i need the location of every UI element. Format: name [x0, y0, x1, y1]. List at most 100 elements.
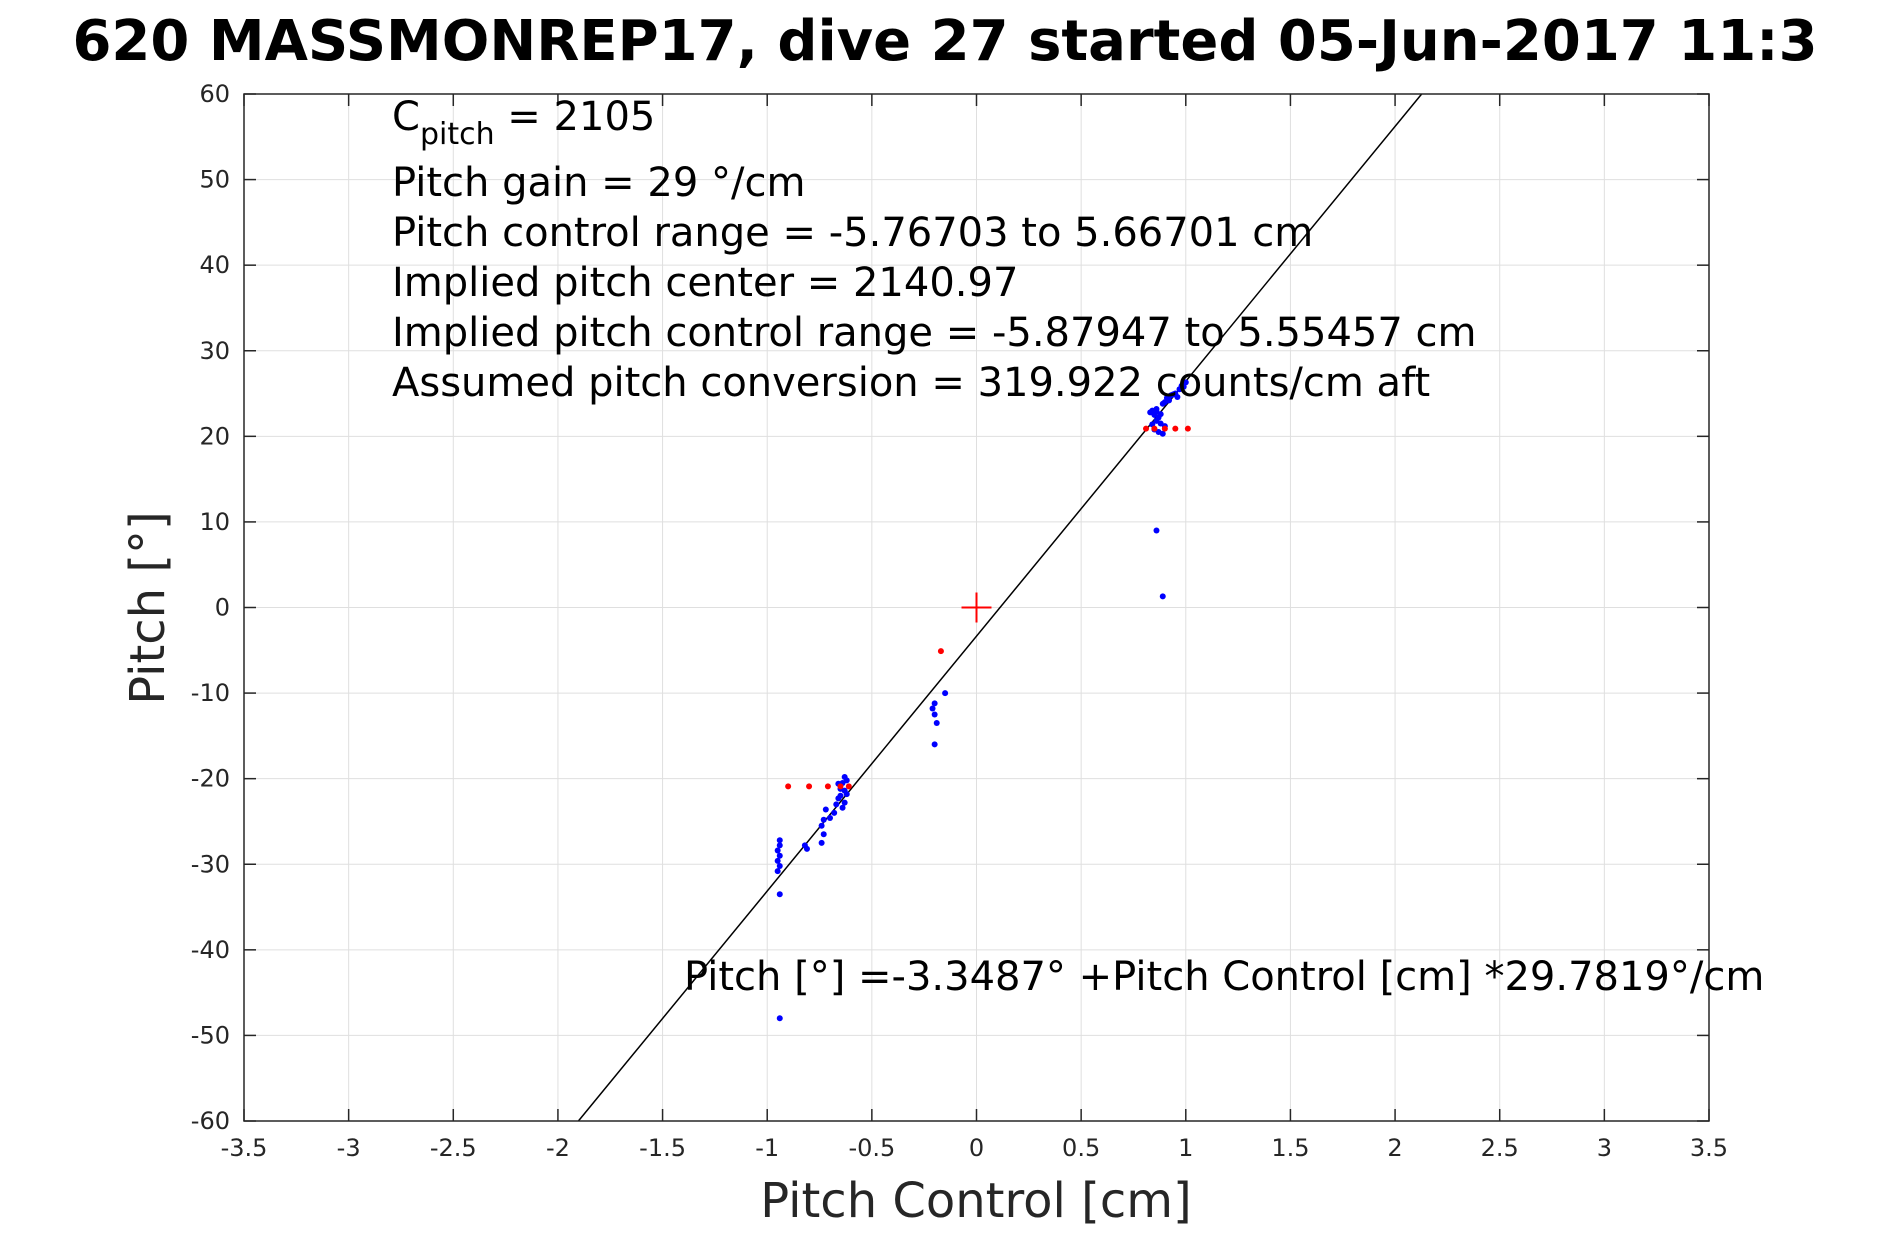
data-point: [1161, 425, 1168, 432]
y-tick-label: 50: [199, 166, 230, 194]
reference-series: [785, 425, 1191, 790]
c-pitch-subscript: pitch: [420, 117, 495, 152]
data-point: [1143, 425, 1150, 432]
x-tick-label: -1: [755, 1134, 779, 1162]
y-tick-label: -10: [191, 679, 230, 707]
data-point: [931, 741, 938, 748]
data-point: [774, 868, 781, 875]
data-point: [933, 720, 940, 727]
x-tick-label: 2: [1387, 1134, 1402, 1162]
c-pitch-suffix: = 2105: [495, 94, 656, 140]
x-tick-label: 1.5: [1271, 1134, 1309, 1162]
y-tick-label: 40: [199, 251, 230, 279]
y-tick-label: 0: [215, 594, 230, 622]
center-marker: [961, 592, 992, 623]
data-point: [931, 711, 938, 718]
y-tick-labels: -60 -50 -40 -30 -20 -10 0 10 20 30 40 50 60: [191, 80, 230, 1135]
data-point: [1166, 397, 1173, 404]
data-point: [818, 822, 825, 829]
data-point: [818, 839, 825, 846]
data-point: [1182, 379, 1189, 386]
x-tick-label: 3: [1597, 1134, 1612, 1162]
y-tick-label: -30: [191, 850, 230, 878]
annotation-implied-pitch-center: Implied pitch center = 2140.97: [392, 260, 1018, 306]
y-tick-label: -60: [191, 1107, 230, 1135]
x-tick-label: 2.5: [1481, 1134, 1519, 1162]
c-pitch-prefix: C: [392, 94, 420, 140]
data-point: [929, 705, 936, 712]
data-point: [1147, 409, 1154, 416]
data-point: [841, 787, 848, 794]
data-point: [824, 783, 831, 790]
y-tick-label: 30: [199, 337, 230, 365]
fit-line: [577, 93, 1423, 1122]
data-point: [776, 837, 783, 844]
annotation-block: Cpitch = 2105 Pitch gain = 29 °/cm Pitch…: [392, 94, 1476, 406]
x-tick-label: -3: [337, 1134, 361, 1162]
tick-marks: [243, 93, 1710, 1122]
fit-line-layer: [577, 93, 1423, 1122]
x-tick-label: -3.5: [221, 1134, 268, 1162]
data-point: [776, 1015, 783, 1022]
data-point: [1151, 425, 1158, 432]
data-point: [806, 783, 813, 790]
x-tick-label: -2: [546, 1134, 570, 1162]
x-tick-label: -0.5: [848, 1134, 895, 1162]
x-tick-label: -2.5: [430, 1134, 477, 1162]
data-point: [827, 815, 833, 822]
data-point: [841, 799, 848, 806]
data-point: [776, 891, 783, 898]
y-tick-label: 10: [199, 508, 230, 536]
data-point: [1159, 430, 1166, 437]
y-axis-label: Pitch [°]: [120, 511, 176, 705]
data-point: [839, 804, 846, 811]
data-point: [822, 806, 829, 813]
data-point: [1170, 391, 1177, 398]
x-tick-label: 3.5: [1690, 1134, 1728, 1162]
chart-title: 620 MASSMONREP17, dive 27 started 05-Jun…: [72, 9, 1817, 74]
x-tick-label: -1.5: [639, 1134, 686, 1162]
x-axis-label: Pitch Control [cm]: [760, 1173, 1191, 1229]
data-point: [820, 831, 827, 838]
y-tick-label: -20: [191, 765, 230, 793]
annotation-pitch-gain: Pitch gain = 29 °/cm: [392, 160, 805, 206]
data-point: [774, 847, 781, 854]
data-point: [1184, 425, 1191, 432]
data-point: [1178, 382, 1185, 389]
observed-series: [774, 379, 1189, 1022]
x-tick-label: 0: [969, 1134, 984, 1162]
data-point: [1153, 408, 1160, 415]
y-tick-label: 60: [199, 80, 230, 108]
annotation-pitch-control-range: Pitch control range = -5.76703 to 5.6670…: [392, 210, 1313, 256]
data-points: [774, 379, 1191, 1022]
data-point: [837, 783, 844, 790]
data-point: [837, 792, 844, 799]
data-point: [776, 852, 783, 859]
x-tick-label: 1: [1178, 1134, 1193, 1162]
annotation-implied-pitch-control-range: Implied pitch control range = -5.87947 t…: [392, 310, 1476, 356]
data-point: [931, 700, 938, 707]
y-tick-label: -40: [191, 936, 230, 964]
data-point: [1159, 593, 1166, 600]
data-point: [843, 777, 850, 784]
data-point: [1172, 425, 1179, 432]
data-point: [937, 648, 944, 655]
y-tick-label: 20: [199, 422, 230, 450]
y-tick-label: -50: [191, 1021, 230, 1049]
data-point: [774, 857, 781, 864]
data-point: [831, 809, 838, 816]
data-point: [785, 783, 792, 790]
data-point: [820, 816, 827, 823]
data-point: [942, 690, 949, 697]
data-point: [776, 842, 783, 849]
annotation-c-pitch: Cpitch = 2105: [392, 94, 655, 152]
data-point: [845, 783, 852, 790]
data-point: [776, 862, 783, 869]
x-tick-labels: -3.5 -3 -2.5 -2 -1.5 -1 -0.5 0 0.5 1 1.5 2 2.5 3 3.5: [221, 1134, 1729, 1162]
data-point: [1153, 527, 1160, 534]
data-point: [833, 801, 840, 808]
annotation-assumed-pitch-conversion: Assumed pitch conversion = 319.922 count…: [392, 360, 1430, 406]
center-marker-layer: [961, 592, 992, 623]
data-point: [803, 845, 810, 852]
